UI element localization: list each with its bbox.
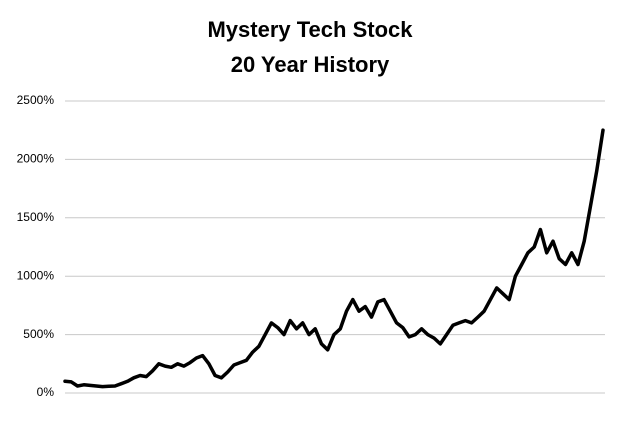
y-tick-label: 1000% [17, 268, 55, 282]
chart-subtitle: 20 Year History [231, 52, 390, 77]
y-tick-label: 500% [23, 327, 54, 341]
line-series [63, 128, 605, 389]
y-tick-label: 1500% [17, 210, 55, 224]
chart-title: Mystery Tech Stock [207, 17, 413, 42]
y-tick-label: 2500% [17, 93, 55, 107]
y-tick-label: 2000% [17, 152, 55, 166]
y-tick-label: 0% [37, 385, 55, 399]
